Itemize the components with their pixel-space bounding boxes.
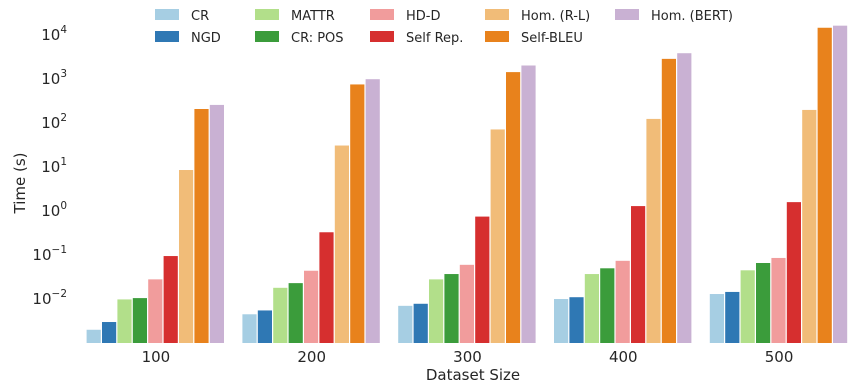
legend-label: HD-D — [406, 9, 441, 24]
bar-mattr-100 — [117, 299, 132, 343]
legend-label: NGD — [191, 31, 221, 46]
bar-self-rep-400 — [631, 206, 646, 343]
bar-mattr-200 — [273, 287, 288, 343]
bar-cr-100 — [86, 329, 101, 343]
x-axis-title: Dataset Size — [426, 366, 520, 384]
legend-swatch — [370, 9, 394, 20]
y-axis-title: Time (s) — [11, 153, 29, 215]
legend-label: Hom. (R-L) — [521, 9, 590, 24]
bar-self-bleu-400 — [661, 58, 676, 344]
legend-item: Self Rep. — [370, 31, 463, 46]
legend-label: CR: POS — [291, 31, 344, 46]
legend-label: MATTR — [291, 9, 335, 24]
bar-self-bleu-500 — [817, 27, 832, 343]
bar-cr-pos-200 — [288, 283, 303, 343]
bar-hd-d-100 — [148, 279, 163, 343]
bar-mattr-300 — [429, 279, 444, 343]
legend-swatch — [255, 9, 279, 20]
bar-cr-200 — [242, 314, 257, 343]
bar-self-rep-500 — [786, 202, 801, 343]
bar-hd-d-200 — [304, 270, 319, 343]
bar-cr-500 — [709, 294, 724, 343]
legend-item: MATTR — [255, 9, 335, 24]
bar-hd-d-400 — [615, 260, 630, 343]
bar-cr-pos-100 — [132, 298, 147, 343]
legend: CR NGD MATTR CR: POS HD-D Self Rep. Hom. (R-L)… — [155, 9, 733, 46]
bar-hom-r-l-200 — [334, 145, 349, 343]
legend-item: CR — [155, 9, 209, 24]
bar-cr-300 — [398, 305, 413, 343]
x-tick-label: 200 — [297, 348, 326, 366]
bar-hd-d-500 — [771, 257, 786, 343]
x-tick-label: 100 — [142, 348, 171, 366]
bar-hom-r-l-400 — [646, 118, 661, 343]
bar-hom-bert-400 — [677, 53, 692, 344]
bar-hom-r-l-300 — [490, 129, 505, 343]
y-tick-label: 100 — [41, 200, 67, 220]
bar-hom-bert-200 — [365, 79, 380, 343]
bar-hom-r-l-100 — [179, 170, 194, 343]
legend-swatch — [485, 31, 509, 42]
bars — [86, 25, 848, 344]
y-tick-label: 104 — [41, 24, 67, 44]
bar-self-bleu-300 — [506, 72, 521, 344]
legend-item: Self-BLEU — [485, 31, 583, 46]
bar-hom-r-l-500 — [802, 109, 817, 344]
bar-ngd-200 — [257, 310, 272, 343]
bar-hd-d-300 — [459, 264, 474, 343]
bar-self-bleu-200 — [350, 84, 365, 343]
legend-swatch — [155, 9, 179, 20]
bar-cr-pos-300 — [444, 274, 459, 343]
bar-self-rep-100 — [163, 256, 178, 343]
y-tick-label: 103 — [41, 68, 67, 88]
x-tick-label: 500 — [765, 348, 794, 366]
bar-ngd-100 — [102, 322, 117, 343]
legend-swatch — [255, 31, 279, 42]
legend-swatch — [370, 31, 394, 42]
bar-hom-bert-500 — [833, 25, 848, 343]
bar-hom-bert-300 — [521, 65, 536, 344]
legend-label: Self Rep. — [406, 31, 463, 46]
bar-ngd-400 — [569, 297, 584, 343]
legend-item: Hom. (R-L) — [485, 9, 590, 24]
bar-ngd-500 — [725, 291, 740, 343]
bar-mattr-400 — [584, 274, 599, 343]
y-tick-label: 101 — [41, 156, 67, 176]
legend-item: Hom. (BERT) — [615, 9, 733, 24]
bar-cr-400 — [554, 299, 569, 343]
x-tick-label: 400 — [609, 348, 638, 366]
legend-item: CR: POS — [255, 31, 344, 46]
legend-label: CR — [191, 9, 209, 24]
x-tick-label: 300 — [453, 348, 482, 366]
bar-self-rep-200 — [319, 232, 334, 343]
bar-mattr-500 — [740, 270, 755, 343]
bar-self-bleu-100 — [194, 109, 209, 343]
legend-label: Self-BLEU — [521, 31, 583, 46]
legend-label: Hom. (BERT) — [651, 9, 733, 24]
legend-swatch — [155, 31, 179, 42]
y-axis-ticks: 10−2 10−1 100 101 102 103 104 — [32, 24, 67, 308]
y-tick-label: 102 — [41, 112, 67, 132]
y-tick-label: 10−1 — [32, 244, 67, 264]
legend-item: NGD — [155, 31, 221, 46]
x-axis-ticks: 100 200 300 400 500 — [142, 348, 794, 366]
bar-cr-pos-400 — [600, 268, 615, 343]
y-tick-label: 10−2 — [32, 288, 67, 308]
legend-item: HD-D — [370, 9, 441, 24]
bar-self-rep-300 — [475, 216, 490, 343]
bar-cr-pos-500 — [756, 263, 771, 343]
legend-swatch — [485, 9, 509, 20]
bar-hom-bert-100 — [209, 104, 224, 343]
bar-ngd-300 — [413, 303, 428, 343]
legend-swatch — [615, 9, 639, 20]
